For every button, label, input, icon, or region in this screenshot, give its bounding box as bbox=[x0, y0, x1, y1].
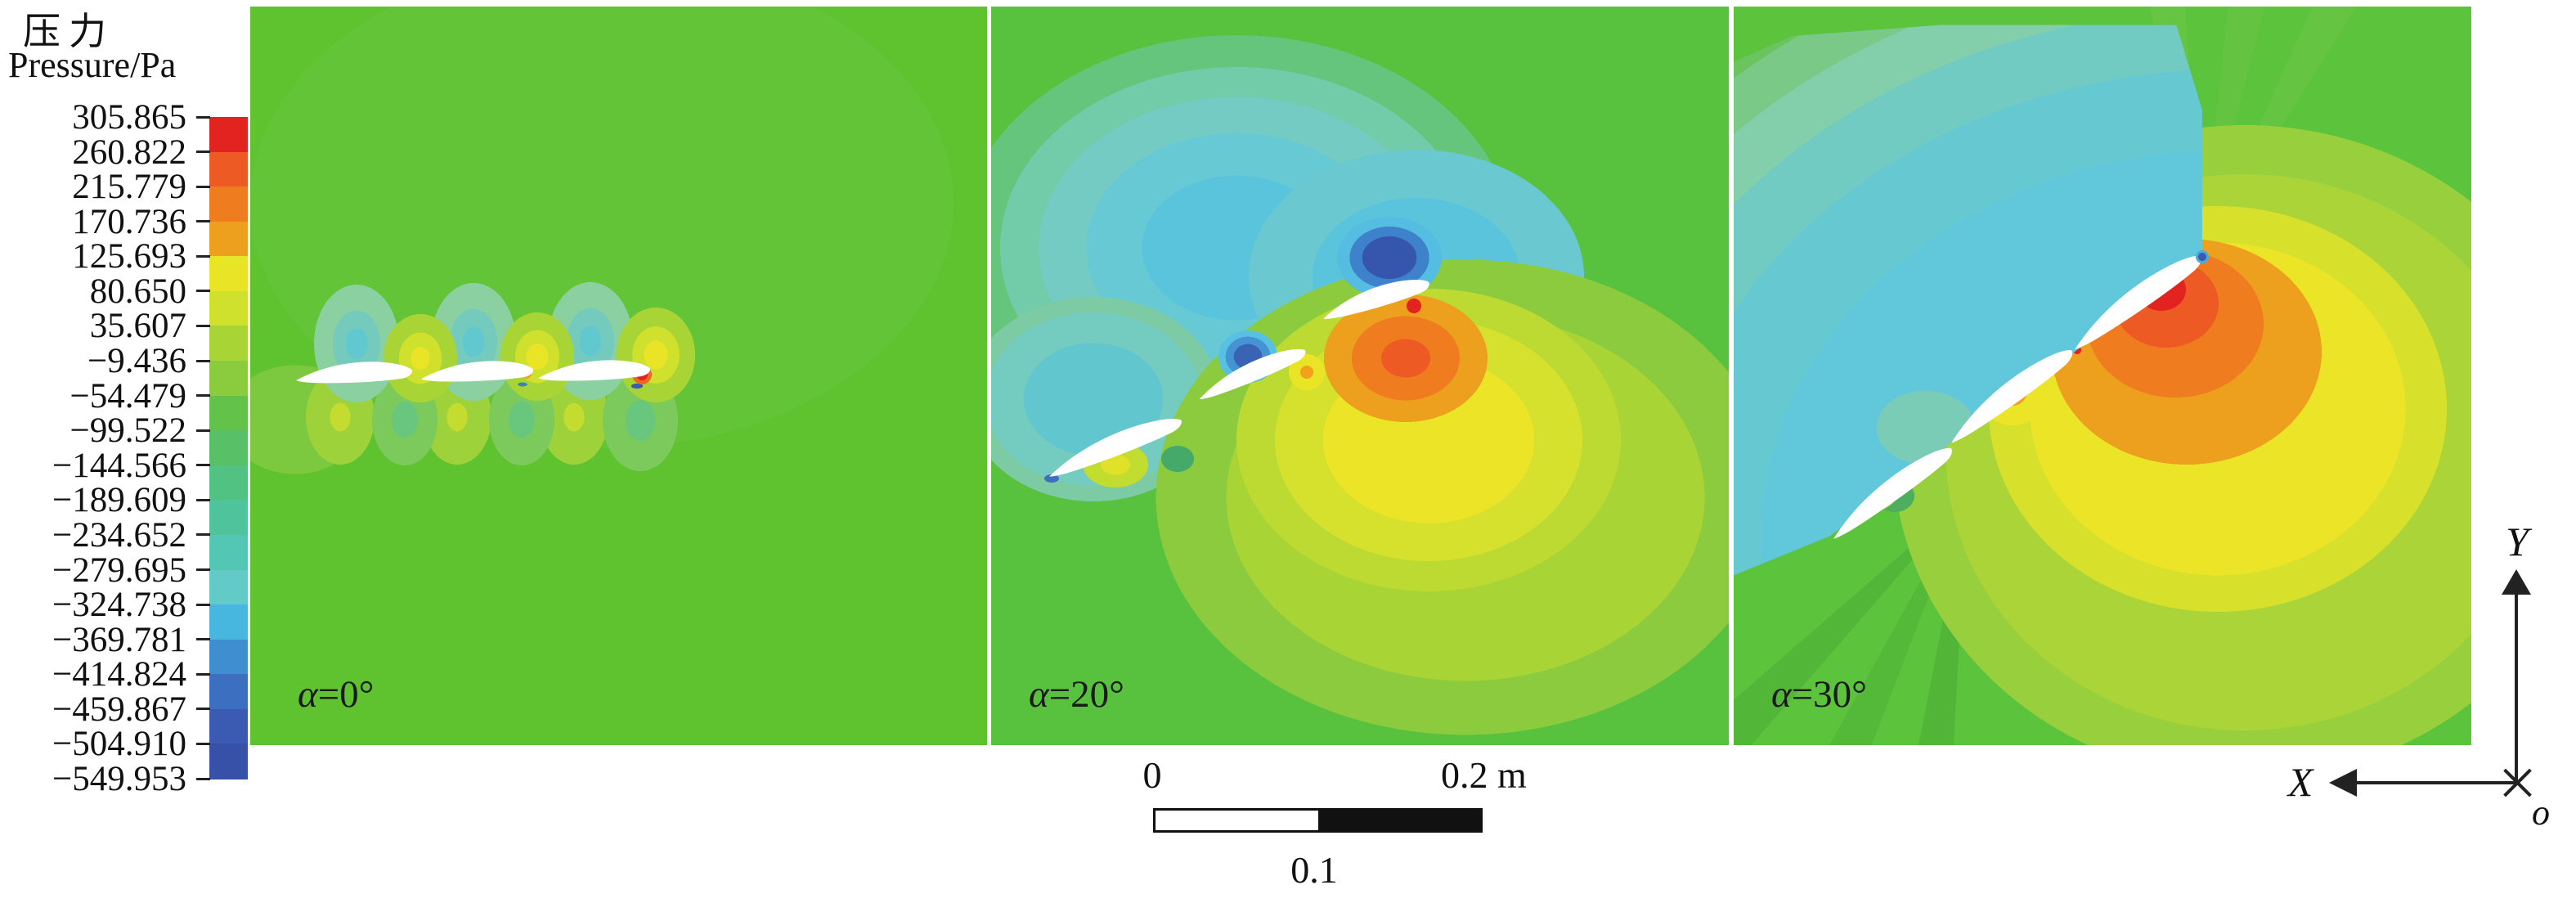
airfoil bbox=[296, 362, 413, 384]
origin-label: o bbox=[2532, 793, 2550, 833]
colorbar-tick bbox=[196, 708, 210, 711]
contour-panel-alpha-0: α=0° bbox=[250, 7, 987, 745]
panel-label-alpha-30: α=30° bbox=[1771, 673, 1867, 716]
x-axis-label: X bbox=[2287, 759, 2313, 805]
airfoil bbox=[1951, 350, 2073, 443]
legend-value: −279.695 bbox=[52, 550, 186, 590]
scale-bar-filled-half bbox=[1317, 811, 1480, 830]
colorbar-tick bbox=[196, 533, 210, 537]
pressure-field-alpha-20 bbox=[991, 7, 1729, 745]
scalebar-zero-label: 0 bbox=[1142, 754, 1162, 796]
colorbar-tick bbox=[196, 324, 210, 327]
legend-value: −504.910 bbox=[52, 725, 186, 764]
colorbar-tick bbox=[196, 672, 210, 676]
airfoil bbox=[538, 360, 651, 381]
legend-value: 80.650 bbox=[89, 272, 186, 311]
colorbar-segment bbox=[209, 256, 248, 292]
colorbar-segment bbox=[209, 465, 248, 501]
colorbar-tick bbox=[196, 464, 210, 467]
colorbar-segment bbox=[209, 326, 248, 362]
colorbar-tick bbox=[196, 603, 210, 606]
x-axis-line bbox=[2355, 781, 2517, 784]
legend-value: −459.867 bbox=[52, 690, 186, 729]
colorbar-tick bbox=[196, 638, 210, 641]
airfoil bbox=[2075, 255, 2201, 349]
colorbar-segment bbox=[209, 604, 248, 640]
y-axis-line bbox=[2515, 594, 2518, 784]
legend-value: −99.522 bbox=[70, 411, 186, 451]
colorbar-segment bbox=[209, 290, 248, 327]
airfoil bbox=[421, 361, 534, 382]
colorbar-tick bbox=[196, 185, 210, 188]
y-axis-label: Y bbox=[2506, 519, 2529, 564]
legend-value: −234.652 bbox=[52, 515, 186, 555]
legend-title-chinese: 压力 bbox=[23, 11, 114, 52]
scalebar-mid-label: 0.1 bbox=[1290, 849, 1338, 891]
colorbar-segment bbox=[209, 639, 248, 676]
legend-value: −54.479 bbox=[70, 376, 186, 416]
colorbar-tick bbox=[196, 115, 210, 119]
colorbar-segment bbox=[209, 534, 248, 571]
colorbar-segment bbox=[209, 708, 248, 745]
legend-title-english: Pressure/Pa bbox=[8, 45, 177, 85]
airfoil bbox=[1049, 419, 1182, 477]
legend-value: 125.693 bbox=[72, 237, 186, 276]
legend-value: 170.736 bbox=[72, 202, 186, 241]
airfoil bbox=[1199, 348, 1306, 400]
colorbar-tick bbox=[196, 254, 210, 258]
colorbar-tick bbox=[196, 498, 210, 501]
colorbar-segment bbox=[209, 395, 248, 431]
colorbar-tick bbox=[196, 742, 210, 745]
colorbar-segment bbox=[209, 151, 248, 187]
colorbar-segment bbox=[209, 569, 248, 605]
colorbar-tick bbox=[196, 429, 210, 432]
colorbar-tick bbox=[196, 290, 210, 293]
y-axis-arrowhead-icon bbox=[2502, 569, 2531, 595]
colorbar-segment bbox=[209, 674, 248, 710]
legend-value: −189.609 bbox=[52, 481, 186, 520]
scale-bar bbox=[1153, 808, 1483, 833]
legend-value: 260.822 bbox=[72, 133, 186, 172]
suction-peak-dot bbox=[2195, 250, 2210, 263]
colorbar-tick bbox=[196, 394, 210, 398]
colorbar-segment bbox=[209, 117, 248, 153]
legend-value: 35.607 bbox=[89, 307, 186, 346]
colorbar-tick bbox=[196, 150, 210, 154]
contour-panel-alpha-20: α=20° bbox=[991, 7, 1729, 745]
colorbar-segment bbox=[209, 361, 248, 397]
colorbar-tick bbox=[196, 568, 210, 572]
contour-panel-alpha-30: α=30° bbox=[1734, 7, 2471, 745]
legend-value: −144.566 bbox=[52, 446, 186, 485]
colorbar-tick bbox=[196, 777, 210, 780]
legend-value: −324.738 bbox=[52, 586, 186, 625]
legend-value: −549.953 bbox=[52, 760, 186, 799]
legend-value: 215.779 bbox=[72, 168, 186, 207]
colorbar-segment bbox=[209, 186, 248, 222]
airfoil bbox=[1323, 279, 1429, 319]
panel-label-alpha-20: α=20° bbox=[1029, 673, 1124, 716]
colorbar-segment bbox=[209, 430, 248, 466]
legend-value: −9.436 bbox=[87, 342, 186, 381]
legend-value: −369.781 bbox=[52, 620, 186, 659]
legend-value: −414.824 bbox=[52, 655, 186, 694]
airfoil bbox=[1833, 447, 1952, 539]
pressure-colorbar bbox=[209, 117, 248, 779]
colorbar-segment bbox=[209, 500, 248, 536]
colorbar-tick bbox=[196, 220, 210, 223]
legend-value: 305.865 bbox=[72, 98, 186, 137]
colorbar-tick bbox=[196, 359, 210, 362]
colorbar-segment bbox=[209, 221, 248, 258]
panel-label-alpha-0: α=0° bbox=[298, 673, 375, 716]
x-axis-arrowhead-icon bbox=[2329, 769, 2357, 797]
scalebar-end-label: 0.2 m bbox=[1441, 754, 1527, 796]
colorbar-segment bbox=[209, 744, 248, 779]
legend-values: 305.865 260.822 215.779 170.736 125.693 80.65… bbox=[0, 0, 186, 903]
